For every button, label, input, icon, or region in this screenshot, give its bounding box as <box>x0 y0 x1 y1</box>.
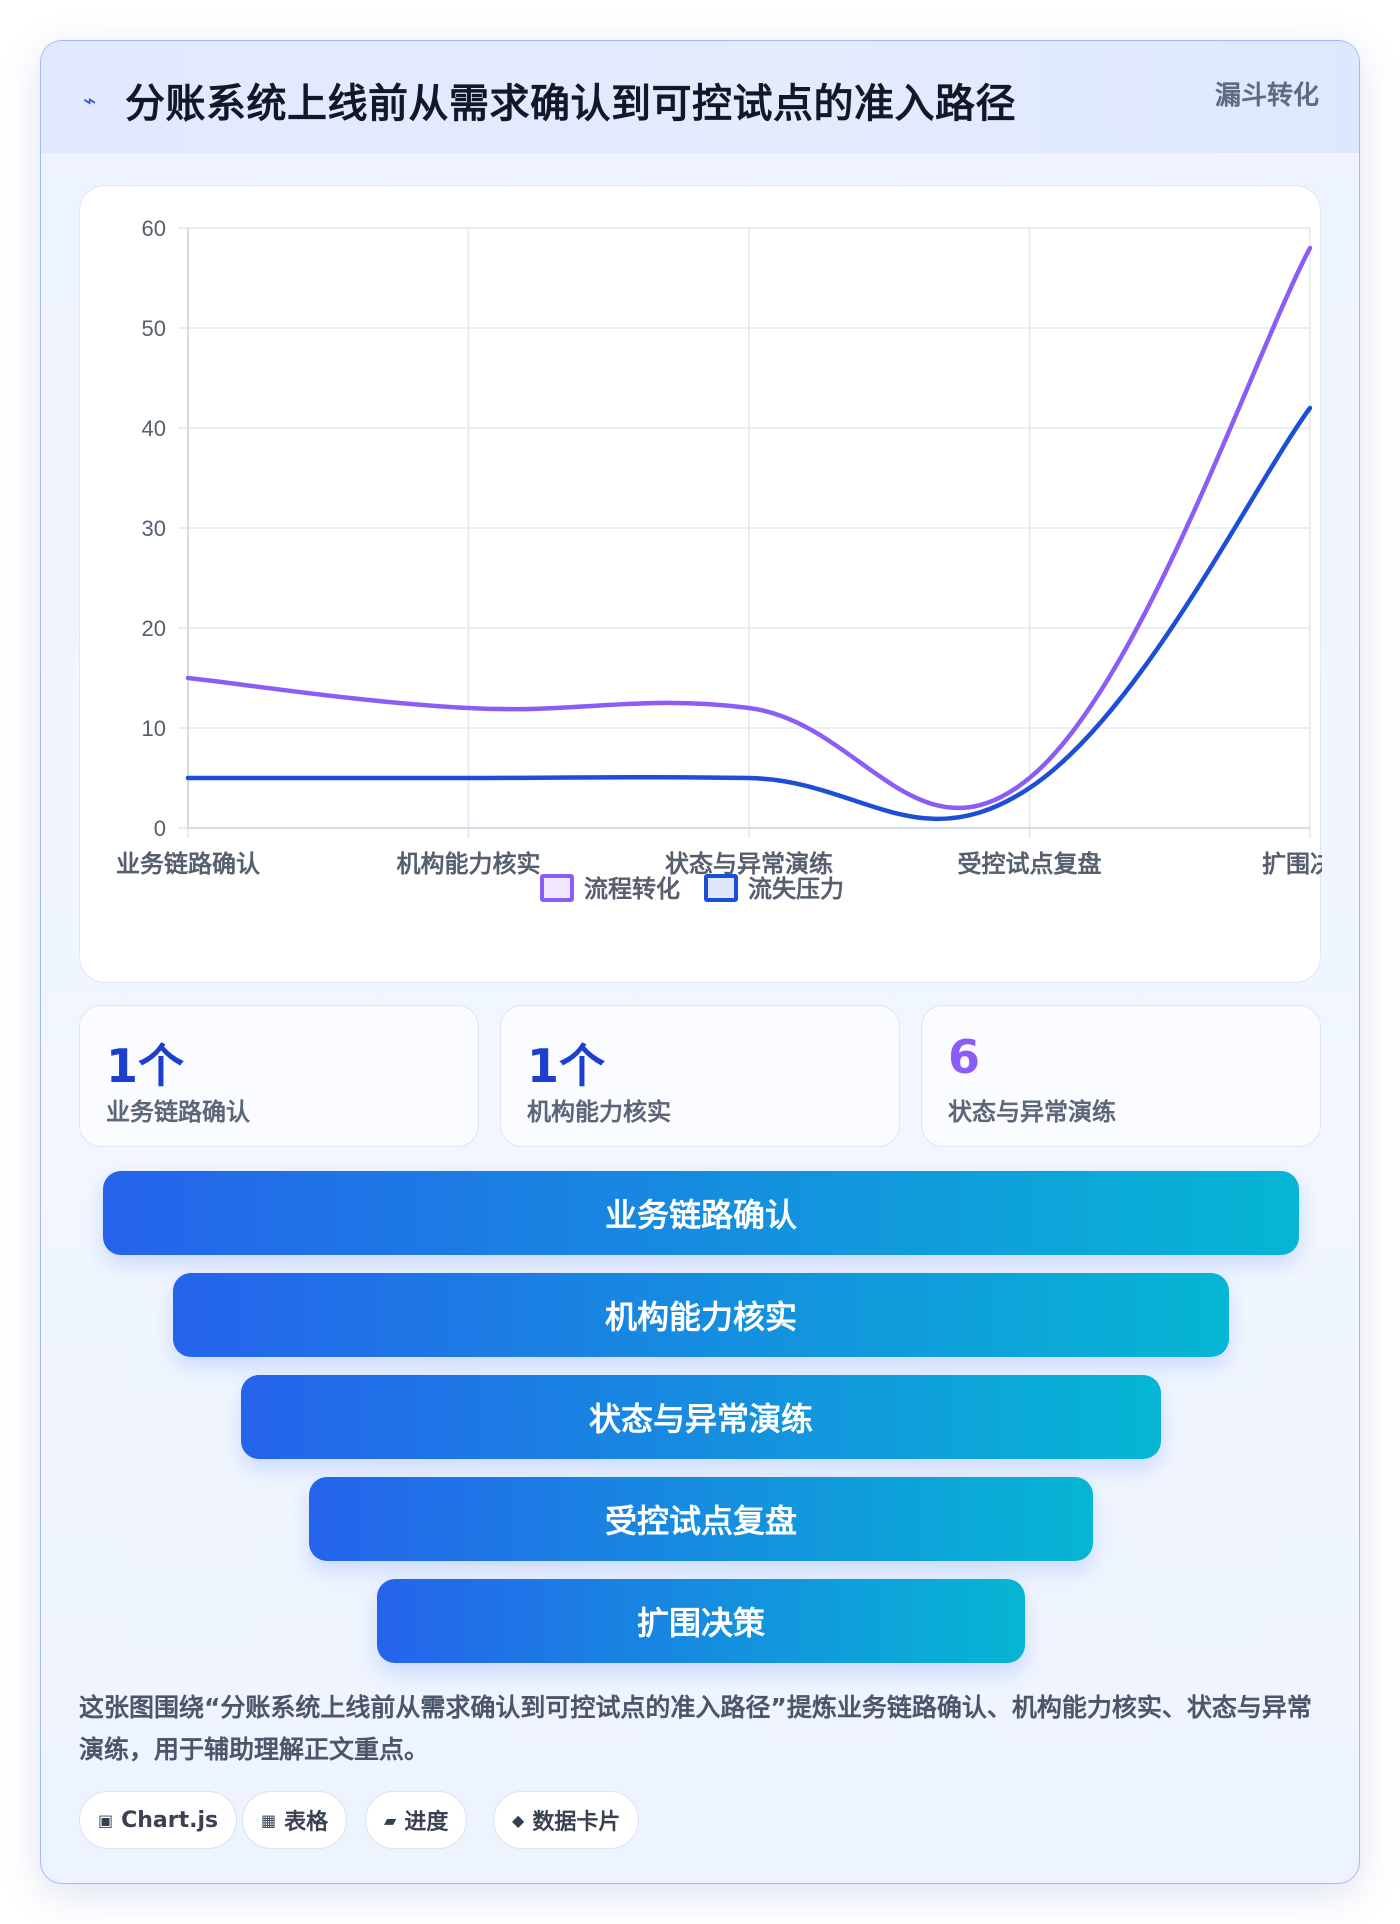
stat-value: 6 <box>948 1030 981 1084</box>
legend-label: 流程转化 <box>584 875 680 903</box>
series-line-2 <box>185 405 1313 822</box>
funnel-stage-1: 业务链路确认 <box>103 1171 1299 1255</box>
y-tick-label: 10 <box>142 716 166 741</box>
stat-value: 1个 <box>527 1039 606 1093</box>
funnel-stage-2: 机构能力核实 <box>173 1273 1229 1357</box>
funnel-stage-4: 受控试点复盘 <box>309 1477 1093 1561</box>
x-tick-label: 受控试点复盘 <box>958 850 1102 878</box>
stat-card-3: 6 状态与异常演练 <box>921 1005 1321 1147</box>
y-tick-label: 50 <box>142 316 166 341</box>
chip-data-card[interactable]: ◆ 数据卡片 <box>493 1791 640 1849</box>
table-icon: ▦ <box>261 1810 277 1830</box>
lightning-icon: ⌁ <box>83 89 97 114</box>
chip-chartjs[interactable]: ▣ Chart.js <box>79 1791 238 1849</box>
x-tick-label: 机构能力核实 <box>397 850 541 878</box>
stat-label: 机构能力核实 <box>527 1098 671 1126</box>
category-tag: 漏斗转化 <box>1214 81 1319 111</box>
card-header: ⌁ 分账系统上线前从需求确认到可控试点的准入路径 漏斗转化 <box>41 41 1359 153</box>
chip-label: 数据卡片 <box>532 1810 621 1835</box>
funnel-stage-3: 状态与异常演练 <box>241 1375 1161 1459</box>
y-tick-label: 30 <box>142 516 166 541</box>
infographic-card: ⌁ 分账系统上线前从需求确认到可控试点的准入路径 漏斗转化 0 10 20 30 40 5… <box>40 40 1360 1884</box>
stat-value: 1个 <box>106 1039 185 1093</box>
y-tick-label: 40 <box>142 416 166 441</box>
stat-card-2: 1个 机构能力核实 <box>500 1005 900 1147</box>
chip-label: 进度 <box>404 1810 449 1835</box>
x-tick-label: 扩围决策 <box>1262 850 1322 878</box>
legend-label: 流失压力 <box>748 875 844 903</box>
line-chart-panel: 0 10 20 30 40 50 60 业务链路确认 机构能力核实 状态与异常演练 受控试点复盘 扩围… <box>79 185 1322 983</box>
chip-progress[interactable]: ▰ 进度 <box>365 1791 468 1849</box>
line-chart: 0 10 20 30 40 50 60 业务链路确认 机构能力核实 状态与异常演练 受控试点复盘 扩围… <box>116 216 1322 903</box>
description-text: 这张图围绕“分账系统上线前从需求确认到可控试点的准入路径”提炼业务链路确认、机构… <box>79 1693 1312 1764</box>
legend-swatch <box>540 874 574 902</box>
stat-card-1: 1个 业务链路确认 <box>79 1005 479 1147</box>
chart-icon: ▣ <box>98 1810 114 1830</box>
chip-label: Chart.js <box>121 1807 219 1833</box>
legend-swatch <box>704 874 738 902</box>
y-tick-label: 60 <box>142 216 166 241</box>
x-tick-label: 状态与异常演练 <box>665 850 833 878</box>
stat-label: 状态与异常演练 <box>948 1098 1116 1126</box>
chip-table[interactable]: ▦ 表格 <box>242 1791 348 1849</box>
x-tick-label: 业务链路确认 <box>116 850 260 878</box>
data-card-icon: ◆ <box>512 1810 525 1830</box>
y-tick-label: 20 <box>142 616 166 641</box>
series-line-1 <box>185 245 1313 811</box>
funnel-stage-5: 扩围决策 <box>377 1579 1025 1663</box>
progress-icon: ▰ <box>384 1810 397 1830</box>
chip-label: 表格 <box>284 1810 329 1835</box>
stat-label: 业务链路确认 <box>106 1098 250 1126</box>
y-tick-label: 0 <box>154 816 166 841</box>
page-title: 分账系统上线前从需求确认到可控试点的准入路径 <box>125 81 1016 127</box>
